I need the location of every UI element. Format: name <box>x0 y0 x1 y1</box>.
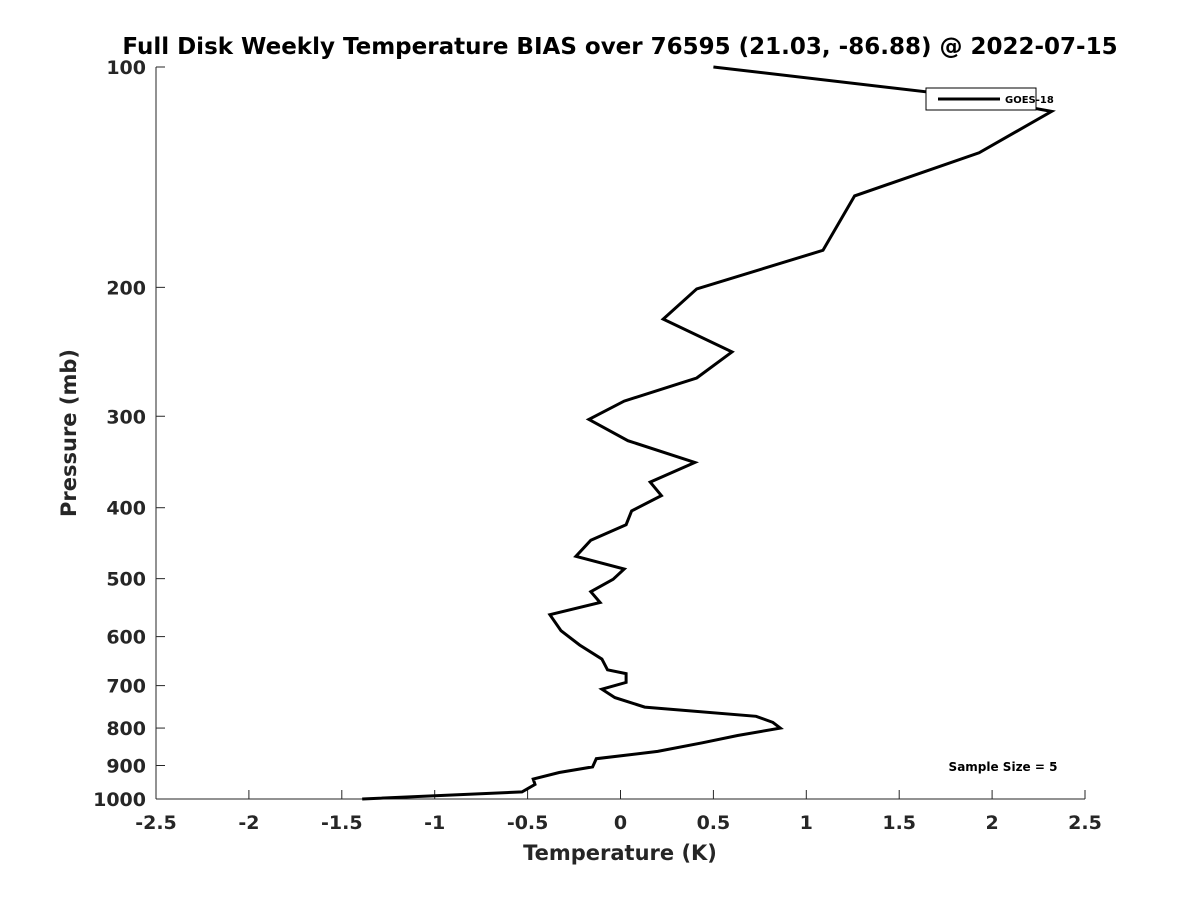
x-tick-label: -1 <box>424 812 445 834</box>
x-tick-label: -1.5 <box>321 812 363 834</box>
y-axis-label: Pressure (mb) <box>57 349 81 517</box>
y-tick-label: 200 <box>106 277 146 299</box>
y-tick-label: 900 <box>106 756 146 778</box>
x-tick-label: -2 <box>238 812 259 834</box>
x-axis-label: Temperature (K) <box>523 841 717 865</box>
x-tick-label: 1.5 <box>882 812 916 834</box>
legend: GOES-18 <box>925 87 1054 111</box>
y-tick-label: 300 <box>106 406 146 428</box>
y-tick-label: 600 <box>106 627 146 649</box>
sample-size-annotation: Sample Size = 5 <box>949 760 1058 774</box>
y-tick-label: 400 <box>106 498 146 520</box>
x-tick-label: -2.5 <box>135 812 177 834</box>
plot-area <box>156 67 1085 799</box>
x-tick-label: 2.5 <box>1068 812 1102 834</box>
y-tick-label: 700 <box>106 676 146 698</box>
x-tick-label: -0.5 <box>507 812 549 834</box>
x-tick-label: 0.5 <box>697 812 731 834</box>
x-tick-label: 1 <box>800 812 813 834</box>
legend-entry-goes-18: GOES-18 <box>1005 95 1054 106</box>
y-tick-label: 500 <box>106 569 146 591</box>
x-axis-ticks: -2.5 -2 -1.5 -1 -0.5 0 0.5 1 1.5 2 2.5 <box>135 790 1102 834</box>
x-tick-label: 2 <box>985 812 998 834</box>
y-axis-ticks: 100 200 300 400 500 600 700 800 900 1000 <box>93 57 165 811</box>
y-tick-label: 1000 <box>93 789 146 811</box>
chart-title: Full Disk Weekly Temperature BIAS over 7… <box>122 34 1117 60</box>
series-line-goes-18 <box>362 65 1056 801</box>
y-tick-label: 100 <box>106 57 146 79</box>
series-layer <box>362 65 1056 801</box>
y-tick-label: 800 <box>106 718 146 740</box>
x-tick-label: 0 <box>614 812 627 834</box>
